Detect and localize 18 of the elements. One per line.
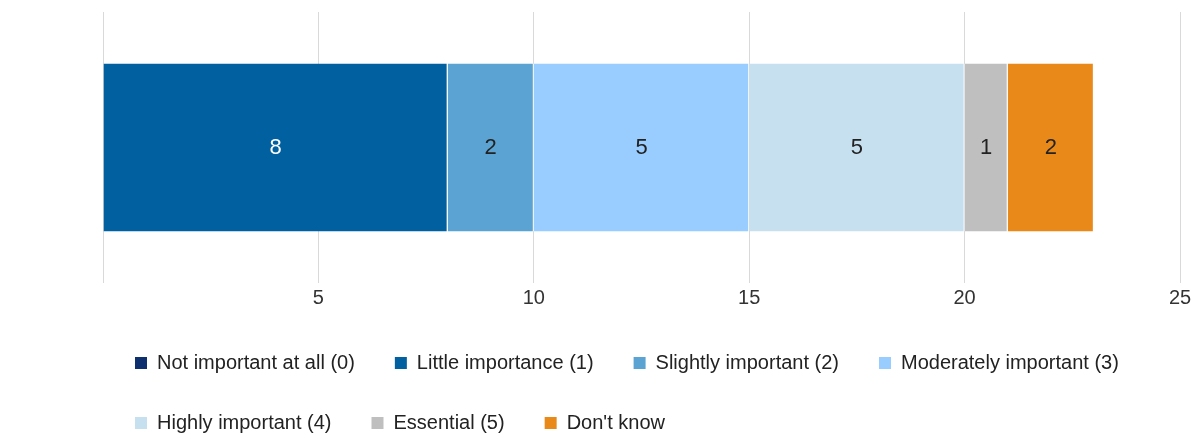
data-label: 2 (1044, 133, 1057, 159)
legend-label: Essential (5) (393, 410, 505, 433)
legend-label: Little importance (1) (416, 350, 594, 373)
legend-label: Highly important (4) (157, 410, 332, 433)
x-tick-label: 25 (1168, 285, 1192, 308)
data-label: 1 (980, 133, 993, 159)
legend-label: Don't know (566, 410, 666, 433)
legend-label: Not important at all (0) (157, 350, 355, 373)
x-tick-label: 15 (738, 285, 761, 308)
data-label: 5 (850, 133, 864, 159)
x-tick-label: 5 (312, 285, 324, 308)
legend-label: Moderately important (3) (900, 350, 1119, 373)
x-tick-label: 20 (953, 285, 976, 308)
x-tick-label: 10 (522, 285, 545, 308)
data-label: 8 (269, 133, 282, 159)
data-label: 5 (635, 133, 648, 159)
legend-label: Slightly important (2) (655, 350, 839, 373)
data-label: 2 (484, 133, 497, 159)
